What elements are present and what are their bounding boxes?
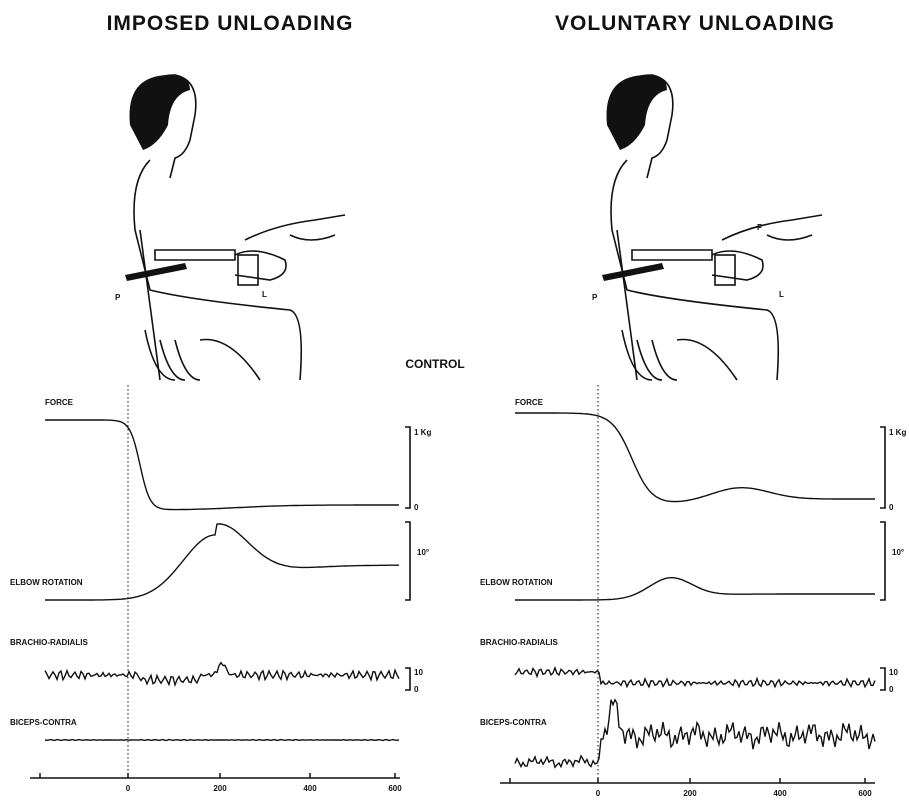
trace (44, 738, 400, 742)
trace (45, 419, 399, 511)
scale-label: 10 (414, 668, 423, 677)
scale-bar (405, 426, 411, 509)
x-tick-label: 200 (213, 784, 227, 793)
trace-label: ELBOW ROTATION (10, 578, 83, 587)
x-tick-label: 600 (858, 789, 872, 798)
figure-label: L (779, 290, 784, 299)
trace-label: BRACHIO-RADIALIS (10, 638, 88, 647)
trace (514, 698, 876, 769)
title-right: VOLUNTARY UNLOADING (555, 12, 835, 35)
trace (514, 665, 876, 689)
trace-label: FORCE (515, 398, 544, 407)
x-tick-label: 200 (683, 789, 697, 798)
scale-label: 10 (889, 668, 898, 677)
scale-label: 0 (889, 685, 894, 694)
trace-label: BICEPS-CONTRA (480, 718, 547, 727)
scale-bar (405, 521, 411, 601)
scale-label: 1 Kg (889, 428, 906, 437)
trace (44, 661, 400, 688)
scale-label: 1 Kg (414, 428, 431, 437)
x-tick-label: 400 (773, 789, 787, 798)
trace-label: ELBOW ROTATION (480, 578, 553, 587)
figure-label: F (757, 223, 762, 232)
scale-bar (880, 521, 886, 601)
scale-bar (880, 667, 886, 691)
figure-label: P (115, 293, 121, 302)
scale-label: 10° (892, 548, 904, 557)
illustration (601, 74, 823, 381)
figure-label: L (262, 290, 267, 299)
x-tick-label: 0 (126, 784, 131, 793)
trace-label: FORCE (45, 398, 74, 407)
figure-label: P (592, 293, 598, 302)
scale-label: 0 (414, 503, 419, 512)
scale-bar (405, 667, 411, 691)
x-tick-label: 0 (596, 789, 601, 798)
illustration (125, 74, 346, 381)
scale-label: 10° (417, 548, 429, 557)
condition: CONTROL (405, 357, 464, 371)
trace-label: BICEPS-CONTRA (10, 718, 77, 727)
trace (515, 412, 875, 503)
scale-label: 0 (889, 503, 894, 512)
x-tick-label: 600 (388, 784, 402, 793)
trace-label: BRACHIO-RADIALIS (480, 638, 558, 647)
x-tick-label: 400 (303, 784, 317, 793)
trace (45, 523, 399, 601)
scale-label: 0 (414, 685, 419, 694)
scale-bar (880, 426, 886, 509)
title-left: IMPOSED UNLOADING (107, 12, 354, 35)
trace (515, 577, 875, 601)
